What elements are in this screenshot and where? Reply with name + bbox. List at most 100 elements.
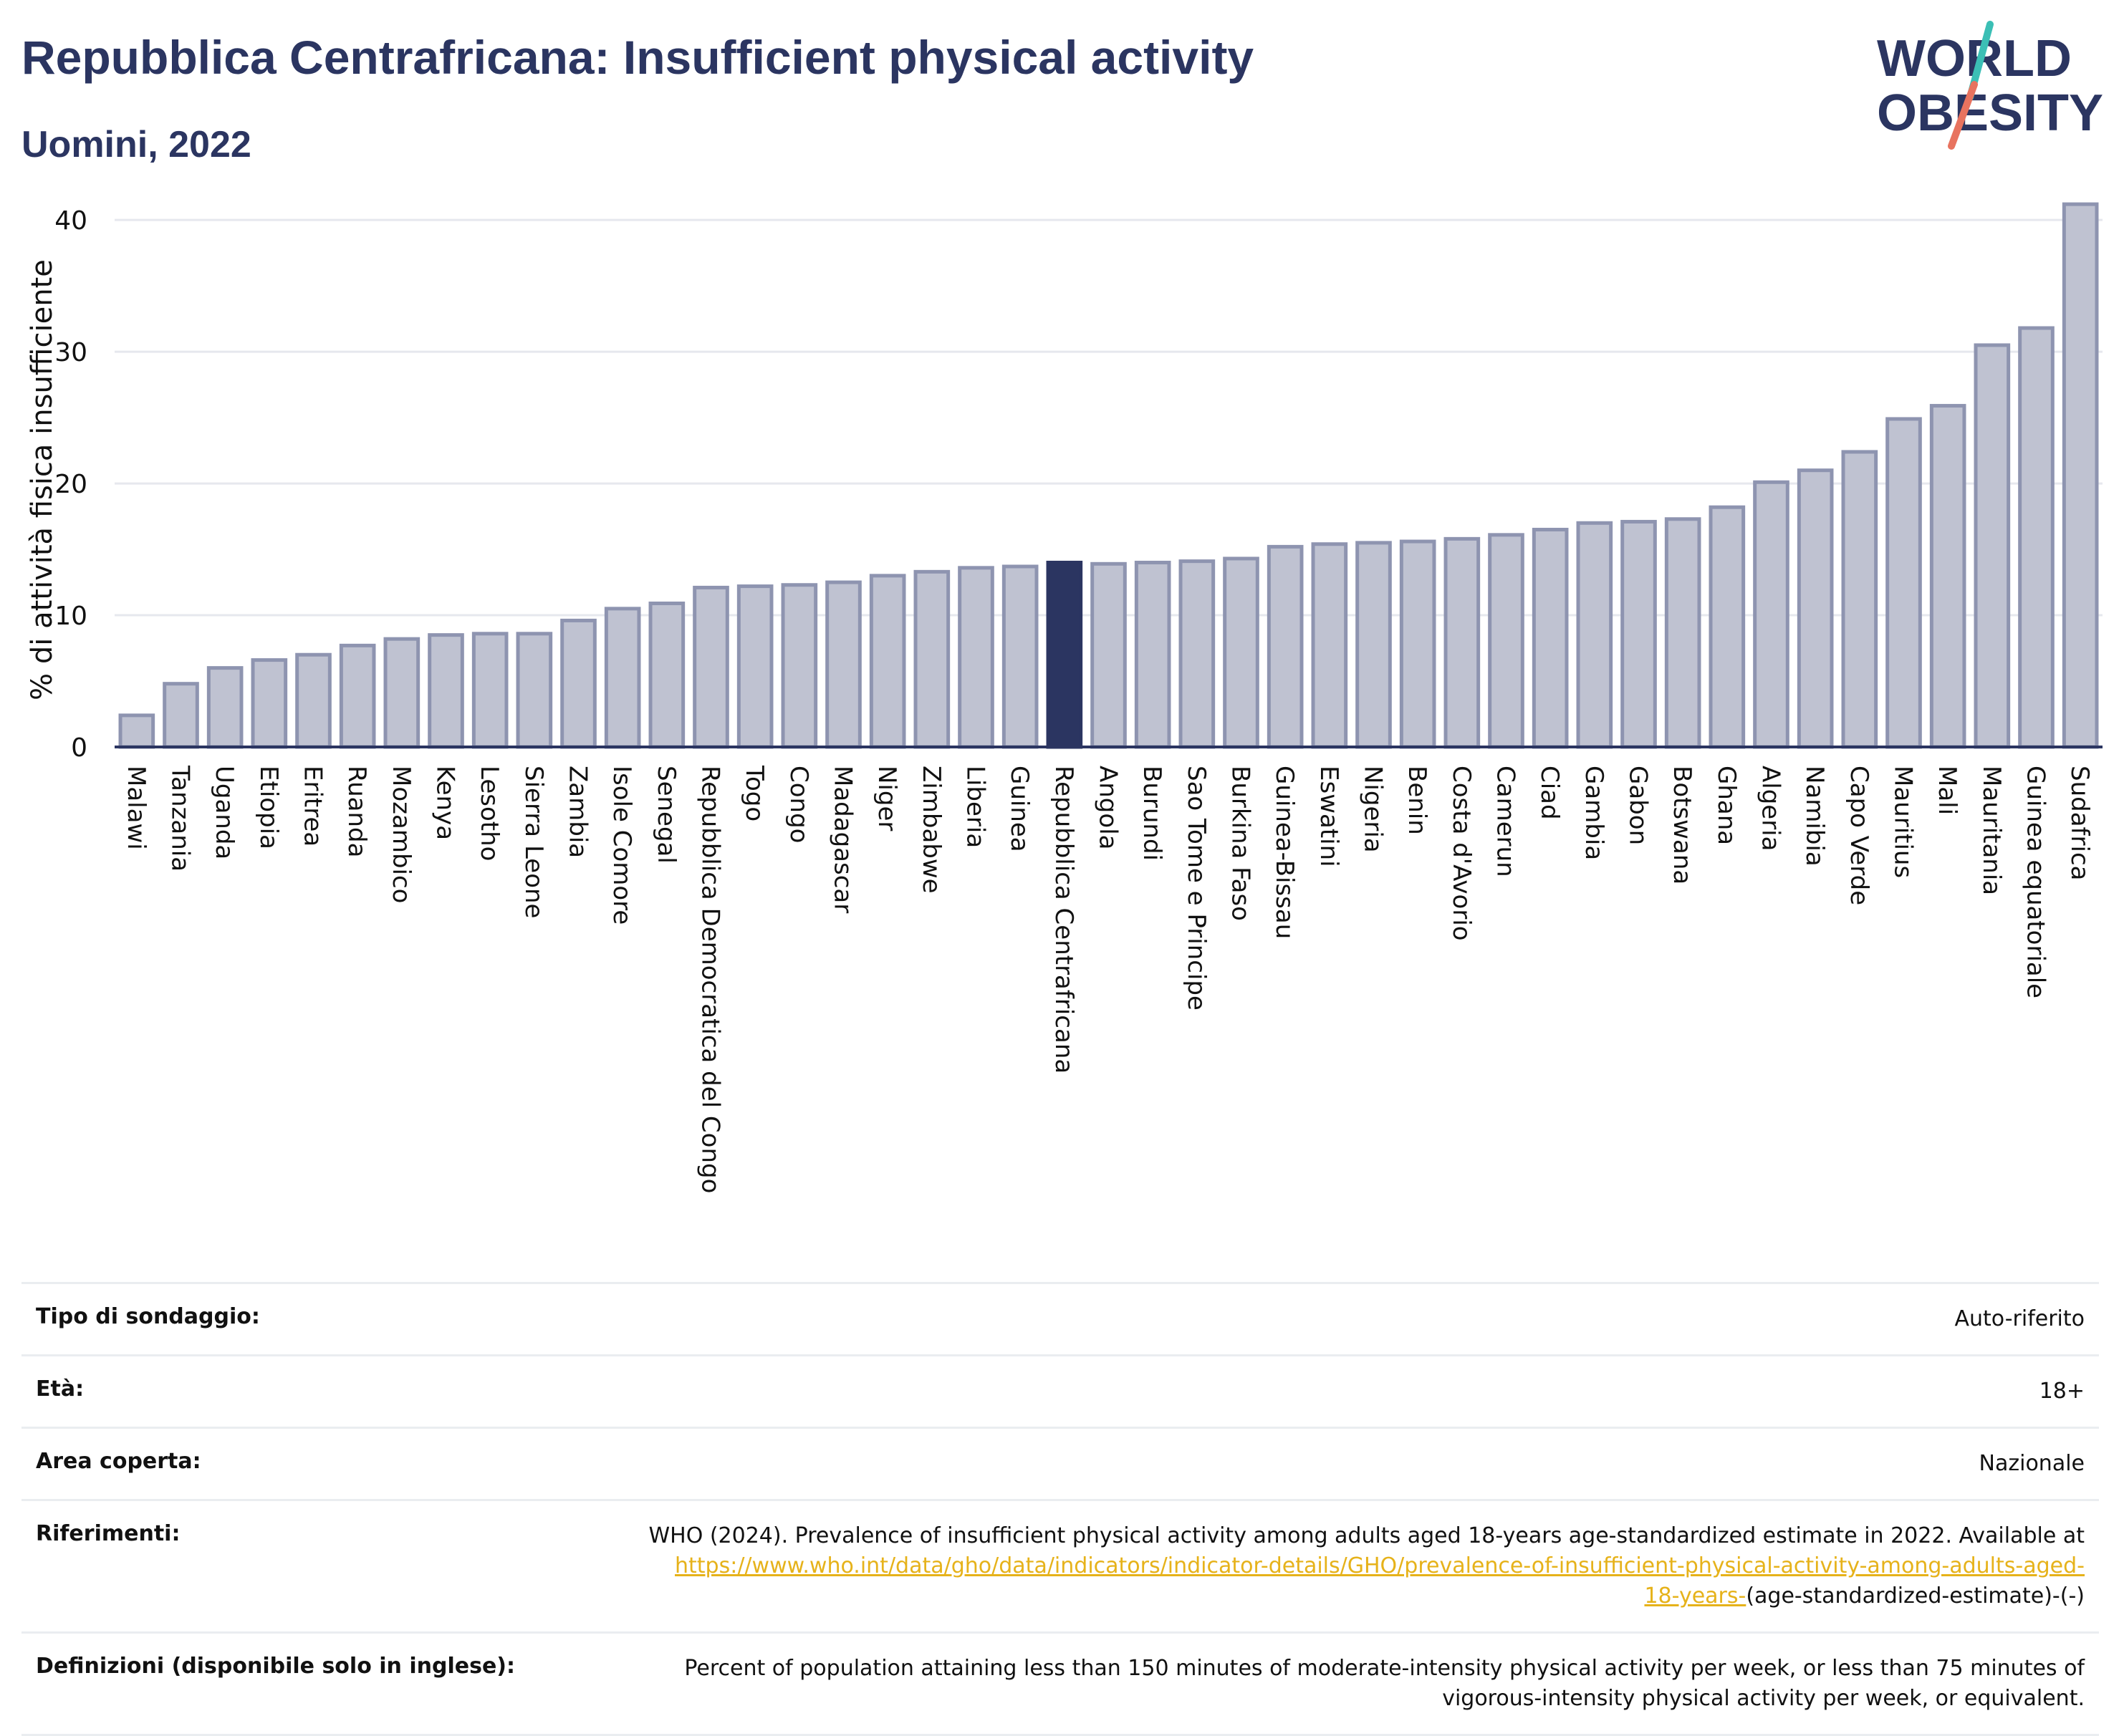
references-link[interactable]: https://www.who.int/data/gho/data/indica… <box>675 1553 2085 1578</box>
bar <box>736 584 774 749</box>
y-tick-label: 0 <box>71 733 87 763</box>
info-row-references: Riferimenti: WHO (2024). Prevalence of i… <box>21 1499 2099 1631</box>
x-tick-label: Guinea-Bissau <box>1270 766 1299 939</box>
x-tick-label: Niger <box>873 766 901 831</box>
info-table: Tipo di sondaggio: Auto-riferito Età: 18… <box>21 1282 2099 1736</box>
bar <box>1443 536 1481 749</box>
references-link-cont[interactable]: 18-years- <box>1644 1583 1746 1609</box>
bar-chart: 0 10 20 30 40 % di attività fisica insuffici… <box>26 202 2103 1193</box>
y-axis-label: % di attività fisica insufficiente <box>26 259 59 700</box>
x-tick-label: Burundi <box>1138 766 1166 861</box>
bar <box>2018 326 2055 749</box>
bar <box>1532 527 1569 749</box>
y-tick-label: 40 <box>54 206 87 236</box>
bar <box>1223 556 1259 749</box>
bar <box>1664 517 1701 749</box>
bar <box>1709 505 1746 749</box>
x-tick-label: Kenya <box>431 766 460 840</box>
info-row-survey-type: Tipo di sondaggio: Auto-riferito <box>21 1282 2099 1354</box>
x-tick-label: Isole Comore <box>607 766 636 925</box>
x-tick-label: Togo <box>740 765 769 821</box>
x-tick-label: Camerun <box>1491 766 1520 877</box>
x-axis-ticks: Malawi Tanzania Uganda Etiopia Eritrea Ruanda… <box>122 765 2094 1193</box>
references-value: WHO (2024). Prevalence of insufficient p… <box>634 1501 2099 1631</box>
info-row-age: Età: 18+ <box>21 1354 2099 1427</box>
bar <box>1178 559 1216 749</box>
bar <box>604 607 641 749</box>
x-tick-label: Botswana <box>1668 766 1696 884</box>
x-tick-label: Ciad <box>1535 766 1564 820</box>
info-row-definitions: Definizioni (disponibile solo in inglese… <box>21 1631 2099 1736</box>
info-label: Riferimenti: <box>36 1521 181 1546</box>
x-tick-label: Liberia <box>961 766 990 848</box>
x-tick-label: Burkina Faso <box>1226 766 1255 921</box>
definitions-value: Percent of population attaining less tha… <box>670 1634 2099 1734</box>
bars <box>118 202 2099 749</box>
bar <box>648 601 686 749</box>
bar <box>958 566 994 749</box>
x-tick-label: Senegal <box>652 766 681 864</box>
references-tail: (age-standardized-estimate)-(-) <box>1746 1583 2085 1609</box>
x-tick-label: Repubblica Centrafricana <box>1049 766 1078 1074</box>
y-tick-label: 30 <box>54 338 87 367</box>
bar <box>471 632 509 749</box>
x-tick-label: Gambia <box>1580 766 1608 860</box>
x-tick-label: Mauritania <box>1977 766 2006 895</box>
x-tick-label: Sudafrica <box>2065 766 2094 880</box>
x-tick-label: Ghana <box>1712 766 1741 845</box>
page-subtitle: Uomini, 2022 <box>21 124 251 165</box>
x-tick-label: Algeria <box>1757 766 1785 851</box>
bar <box>295 652 332 749</box>
bar <box>560 618 597 749</box>
definitions-text-1: Percent of population attaining less tha… <box>684 1656 2085 1681</box>
x-tick-label: Guinea equatoriale <box>2022 766 2050 998</box>
bar <box>251 658 288 749</box>
bar <box>2062 202 2099 749</box>
info-label: Area coperta: <box>36 1449 201 1474</box>
x-tick-label: Madagascar <box>829 766 857 913</box>
bar <box>1753 480 1789 749</box>
bar <box>516 632 553 749</box>
bar <box>1929 404 1966 749</box>
x-tick-label: Namibia <box>1800 766 1829 867</box>
x-tick-label: Eswatini <box>1315 766 1343 867</box>
x-tick-label: Sao Tome e Principe <box>1182 766 1211 1011</box>
info-value: Nazionale <box>1979 1451 2085 1476</box>
bar <box>1001 564 1039 749</box>
logo-line2: OBESITY <box>1877 85 2103 142</box>
bar <box>428 633 464 749</box>
info-row-coverage: Area coperta: Nazionale <box>21 1427 2099 1499</box>
x-tick-label: Lesotho <box>475 766 504 861</box>
bar <box>118 713 155 749</box>
bar <box>1090 561 1127 749</box>
bar <box>1885 417 1922 749</box>
bar <box>1311 542 1348 749</box>
x-tick-label: Mauritius <box>1889 766 1918 878</box>
y-tick-label: 10 <box>54 602 87 631</box>
y-tick-label: 20 <box>54 470 87 499</box>
page-title: Repubblica Centrafricana: Insufficient p… <box>21 31 1254 84</box>
bar <box>1974 343 2011 749</box>
bar <box>339 643 376 749</box>
bar <box>1797 468 1834 749</box>
logo-slash-coral <box>1948 81 1978 150</box>
x-tick-label: Zimbabwe <box>917 766 946 894</box>
x-tick-label: Mozambico <box>387 766 415 903</box>
x-tick-label: Uganda <box>210 766 239 859</box>
info-label: Definizioni (disponibile solo in inglese… <box>36 1654 515 1679</box>
bar-highlighted <box>1046 560 1083 749</box>
x-tick-label: Eritrea <box>299 766 327 847</box>
x-tick-label: Mali <box>1933 766 1961 815</box>
bar <box>383 637 421 749</box>
x-tick-label: Guinea <box>1005 766 1034 852</box>
x-tick-label: Nigeria <box>1359 766 1388 853</box>
x-tick-label: Repubblica Democratica del Congo <box>696 766 725 1193</box>
bar <box>1620 519 1657 749</box>
info-value: Auto-riferito <box>1954 1306 2085 1331</box>
bar <box>206 666 244 749</box>
x-tick-label: Zambia <box>564 766 592 858</box>
bar <box>825 580 862 749</box>
x-tick-label: Angola <box>1094 766 1123 849</box>
y-axis-ticks: 0 10 20 30 40 <box>54 206 87 763</box>
definitions-text-2: vigorous-intensity physical activity per… <box>1442 1686 2085 1711</box>
